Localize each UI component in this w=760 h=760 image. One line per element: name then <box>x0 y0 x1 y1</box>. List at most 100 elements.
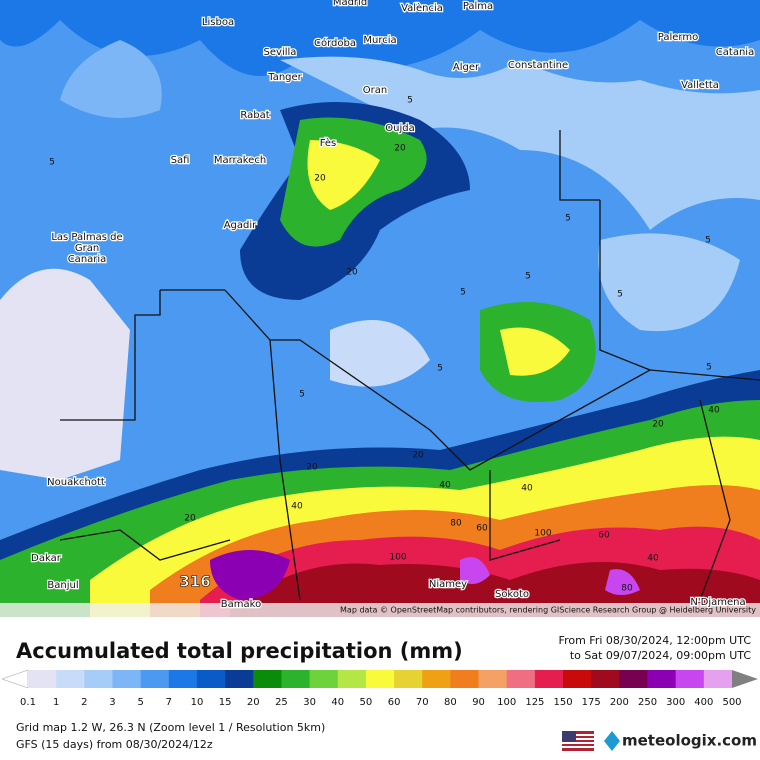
scale-box <box>534 670 564 688</box>
scale-label: 60 <box>388 697 401 708</box>
scale-label: 20 <box>247 697 260 708</box>
scale-label: 1 <box>53 697 59 708</box>
scale-label: 5 <box>137 697 143 708</box>
scale-label: 125 <box>525 697 544 708</box>
scale-box <box>703 670 733 688</box>
contour-label: 5 <box>617 290 623 300</box>
scale-box <box>28 670 57 688</box>
max-label: 316 <box>179 573 210 591</box>
scale-label: 10 <box>191 697 204 708</box>
city-label: Canaria <box>68 254 107 265</box>
period-to: to Sat 09/07/2024, 09:00pm UTC <box>570 649 751 662</box>
scale-label: 3 <box>109 697 115 708</box>
scale-box <box>450 670 479 688</box>
scale-label: 100 <box>497 697 516 708</box>
contour-label: 5 <box>460 288 466 298</box>
grid-info: Grid map 1.2 W, 26.3 N (Zoom level 1 / R… <box>16 721 325 734</box>
contour-label: 20 <box>314 174 326 184</box>
scale-label: 25 <box>275 697 288 708</box>
scale-box <box>56 670 85 688</box>
contour-label: 5 <box>706 363 712 373</box>
legend-panel: Accumulated total precipitation (mm) Fro… <box>1 634 758 751</box>
brand[interactable]: meteologix.com <box>622 732 757 750</box>
scale-box <box>84 670 113 688</box>
city-label: Oran <box>363 85 387 96</box>
contour-label: 5 <box>565 214 571 224</box>
city-label: Valletta <box>681 80 719 91</box>
city-label: Banjul <box>47 580 78 591</box>
contour-label: 60 <box>598 531 610 541</box>
scale-box <box>506 670 536 688</box>
scale-box <box>253 670 282 688</box>
city-label: Bamako <box>221 599 261 610</box>
scale-label: 50 <box>360 697 373 708</box>
scale-box <box>675 670 705 688</box>
scale-label: 500 <box>722 697 741 708</box>
contour-label: 20 <box>652 420 664 430</box>
scale-label: 40 <box>331 697 344 708</box>
contour-label: 20 <box>394 144 406 154</box>
contour-label: 5 <box>525 272 531 282</box>
contour-label: 5 <box>705 236 711 246</box>
us-flag <box>562 731 594 751</box>
city-label: Agadir <box>224 220 257 231</box>
scale-box <box>281 670 310 688</box>
city-label: Murcia <box>363 35 396 46</box>
legend-title: Accumulated total precipitation (mm) <box>16 639 463 663</box>
city-label: Lisboa <box>202 17 234 28</box>
scale-label: 15 <box>219 697 232 708</box>
precipitation-map: Madrid València Palma Lisboa Sevilla Córdoba M… <box>0 0 760 617</box>
scale-box <box>225 670 254 688</box>
scale-label: 400 <box>694 697 713 708</box>
contour-label: 20 <box>412 451 424 461</box>
city-label: Las Palmas de <box>51 232 122 243</box>
city-label: Madrid <box>333 0 367 8</box>
scale-box <box>365 670 395 688</box>
scale-box <box>478 670 508 688</box>
scale-box <box>337 670 367 688</box>
scale-label: 2 <box>81 697 87 708</box>
scale-box <box>647 670 676 688</box>
city-label: Catania <box>716 47 754 58</box>
scale-label: 80 <box>444 697 457 708</box>
city-label: Safi <box>171 155 190 166</box>
city-label: Tanger <box>267 72 302 83</box>
scale-box <box>563 670 592 688</box>
scale-box <box>619 670 648 688</box>
scale-label: 7 <box>166 697 172 708</box>
contour-label: 80 <box>621 584 633 594</box>
city-label: Niamey <box>429 579 467 590</box>
contour-label: 20 <box>346 268 358 278</box>
scale-label: 175 <box>582 697 601 708</box>
contour-label: 100 <box>534 529 551 539</box>
contour-label: 80 <box>450 519 462 529</box>
contour-label: 40 <box>521 484 533 494</box>
contour-label: 5 <box>49 158 55 168</box>
scale-label: 250 <box>638 697 657 708</box>
city-label: Gran <box>75 243 99 254</box>
city-label: Sevilla <box>264 47 297 58</box>
city-label: Palermo <box>658 32 698 43</box>
city-label: Marrakech <box>214 155 266 166</box>
contour-label: 100 <box>389 553 406 563</box>
scale-box <box>112 670 141 688</box>
scale-arrow-low <box>1 669 29 689</box>
brand-icon <box>604 731 620 751</box>
contour-label: 40 <box>439 481 451 491</box>
contour-label: 40 <box>708 406 720 416</box>
city-label: Córdoba <box>314 37 356 49</box>
city-label: Palma <box>463 1 493 12</box>
city-label: Oujda <box>385 123 414 134</box>
city-label: Sokoto <box>495 589 529 600</box>
scale-label: 300 <box>666 697 685 708</box>
scale-box <box>168 670 198 688</box>
scale-label: 30 <box>303 697 316 708</box>
scale-label: 90 <box>472 697 485 708</box>
city-label: Constantine <box>508 60 568 71</box>
scale-box <box>394 670 423 688</box>
scale-label: 200 <box>610 697 629 708</box>
scale-box <box>591 670 620 688</box>
contour-label: 20 <box>306 463 318 473</box>
city-label: Fès <box>320 137 337 149</box>
